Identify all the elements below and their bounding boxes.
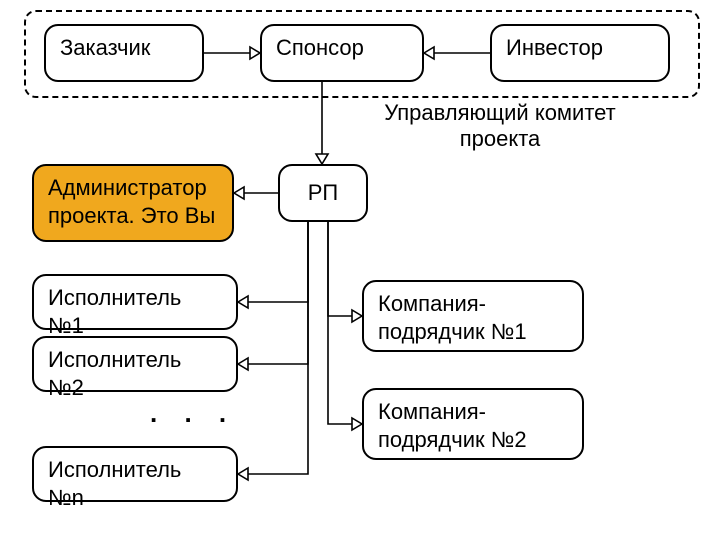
node-rp-label: РП	[308, 179, 339, 207]
node-exec1: Исполнитель №1	[32, 274, 238, 330]
node-execn: Исполнитель №n	[32, 446, 238, 502]
node-customer-label: Заказчик	[60, 34, 150, 62]
node-contractor1: Компания-подрядчик №1	[362, 280, 584, 352]
committee-label-line2: проекта	[460, 126, 541, 151]
node-admin-label: Администратор проекта. Это Вы	[48, 174, 218, 230]
node-contractor1-label: Компания-подрядчик №1	[378, 290, 568, 346]
node-contractor2: Компания-подрядчик №2	[362, 388, 584, 460]
node-investor-label: Инвестор	[506, 34, 603, 62]
node-sponsor: Спонсор	[260, 24, 424, 82]
node-exec2: Исполнитель №2	[32, 336, 238, 392]
ellipsis-dots: . . .	[150, 398, 236, 429]
node-customer: Заказчик	[44, 24, 204, 82]
node-execn-label: Исполнитель №n	[48, 456, 222, 512]
node-investor: Инвестор	[490, 24, 670, 82]
committee-label-line1: Управляющий комитет	[384, 100, 616, 125]
node-sponsor-label: Спонсор	[276, 34, 364, 62]
node-contractor2-label: Компания-подрядчик №2	[378, 398, 568, 454]
node-admin: Администратор проекта. Это Вы	[32, 164, 234, 242]
diagram-stage: Заказчик Спонсор Инвестор Управляющий ко…	[0, 0, 720, 540]
node-rp: РП	[278, 164, 368, 222]
node-exec1-label: Исполнитель №1	[48, 284, 222, 340]
node-exec2-label: Исполнитель №2	[48, 346, 222, 402]
committee-label: Управляющий комитет проекта	[330, 100, 670, 152]
